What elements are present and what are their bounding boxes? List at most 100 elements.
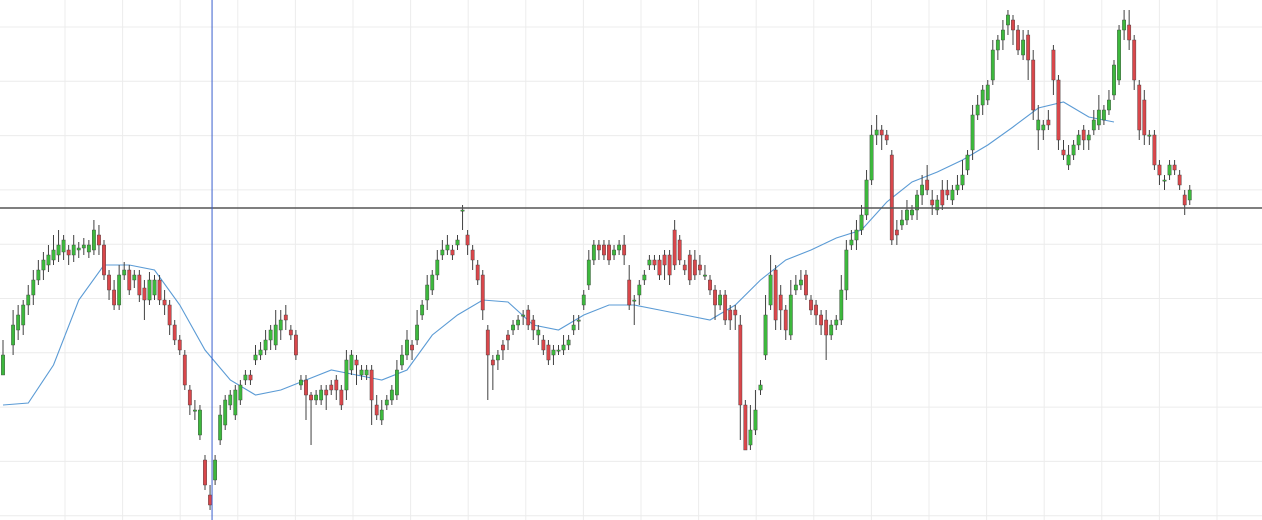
candle-body-up (556, 349, 561, 352)
candle (889, 150, 894, 245)
moving-average-line (2, 101, 1115, 406)
candle-body-up (1041, 124, 1046, 131)
candle (490, 355, 495, 390)
candle (1172, 160, 1177, 175)
candle (177, 335, 182, 355)
candle (930, 190, 935, 215)
candle (561, 335, 566, 355)
candle (768, 255, 773, 310)
candle (1046, 110, 1051, 130)
candle-body-down (1026, 34, 1031, 61)
candle (11, 310, 15, 355)
candle-body-down (334, 379, 339, 391)
candle-body-up (561, 344, 566, 351)
candle (607, 240, 611, 265)
candle (51, 235, 56, 265)
candle-body-up (384, 399, 389, 406)
candle-body-up (152, 279, 157, 296)
candle (738, 315, 743, 440)
candle-body-up (268, 329, 273, 341)
candle (980, 85, 985, 115)
candle (844, 240, 849, 300)
candle-body-down (945, 189, 950, 196)
candle-body-down (127, 269, 132, 291)
candle (299, 375, 303, 390)
candle-body-down (526, 309, 531, 326)
candle-body-down (102, 244, 106, 276)
candle (349, 350, 354, 375)
candle-body-up (314, 394, 318, 401)
candle (223, 395, 228, 430)
candle (1142, 90, 1147, 145)
candle (278, 310, 283, 340)
candle-body-up (1001, 29, 1005, 41)
candle (359, 365, 364, 380)
candle (713, 285, 717, 320)
candle (374, 395, 379, 420)
candle (501, 340, 505, 360)
candle-body-up (642, 274, 647, 281)
candle-body-down (107, 274, 111, 291)
candle-body-up (223, 399, 228, 426)
candle-body-down (622, 244, 627, 256)
candle-body-down (677, 239, 682, 261)
candle-body-up (51, 249, 56, 261)
candle-body-down (309, 394, 313, 401)
candle-body-up (430, 274, 435, 291)
candle-body-up (1086, 134, 1091, 141)
candle (147, 272, 152, 305)
candle-body-up (359, 369, 364, 376)
candle-body-down (167, 304, 172, 326)
candle (16, 305, 21, 340)
candle-body-up (415, 324, 419, 341)
candle-body-up (218, 414, 223, 441)
candle-body-down (172, 324, 177, 341)
candle-body-down (531, 319, 536, 331)
candle (1112, 60, 1116, 100)
candle (400, 345, 404, 370)
candle (162, 290, 167, 315)
candle (586, 250, 591, 290)
candle (1152, 130, 1157, 170)
candle-body-up (839, 289, 844, 321)
candle (1132, 35, 1137, 90)
candle-body-down (607, 244, 611, 261)
candle-body-up (637, 284, 642, 296)
candle (1167, 160, 1172, 180)
candle-body-down (1172, 164, 1177, 171)
candle-body-down (485, 329, 490, 356)
candle-body-up (26, 294, 31, 306)
candle-body-up (1, 354, 5, 376)
candle-body-up (632, 299, 637, 302)
candle (869, 125, 874, 185)
candle (465, 230, 470, 255)
candle-body-up (1101, 109, 1106, 121)
candle-body-up (496, 354, 500, 361)
candle (753, 390, 758, 435)
candle-body-down (1016, 29, 1020, 51)
candle-body-up (1021, 39, 1026, 56)
candle (935, 195, 940, 215)
candle-body-up (566, 339, 571, 346)
candle-body-down (450, 249, 455, 256)
candle-body-down (410, 344, 414, 351)
candle-body-down (177, 339, 182, 351)
candle (198, 405, 202, 440)
candle-body-up (86, 244, 91, 253)
candle-body-down (1061, 149, 1066, 156)
candle-body-up (21, 304, 26, 326)
candle-body-up (859, 214, 864, 231)
candle-body-down (819, 314, 824, 326)
candles (1, 10, 1192, 510)
candle-body-up (299, 379, 303, 386)
candle (975, 95, 980, 120)
candle (819, 310, 824, 335)
candle (31, 270, 36, 305)
candle-body-down (713, 289, 717, 306)
candle-body-up (1107, 99, 1111, 111)
candle-body-up (263, 339, 268, 351)
candle (778, 285, 783, 330)
candle-body-down (733, 309, 738, 316)
